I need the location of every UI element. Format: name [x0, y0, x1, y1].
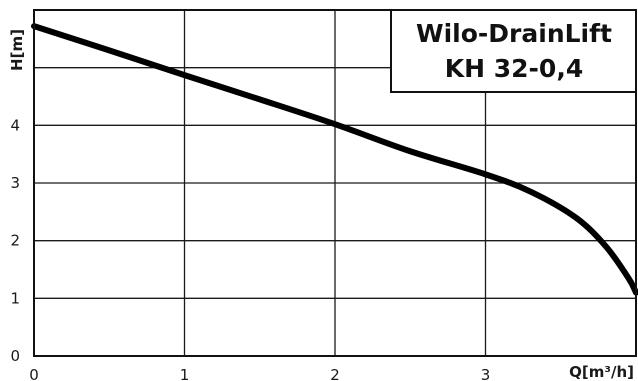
- y-tick-label: 0: [10, 347, 20, 365]
- y-tick-label: 2: [10, 232, 20, 250]
- y-tick-label: 1: [10, 289, 20, 307]
- x-axis-label: Q[m³/h]: [569, 363, 634, 381]
- y-tick-label: 4: [10, 116, 20, 134]
- x-tick-label: 2: [330, 366, 340, 381]
- y-axis-label: H[m]: [8, 29, 26, 71]
- chart-title-box: Wilo-DrainLift KH 32-0,4: [390, 9, 637, 93]
- x-tick-label: 1: [180, 366, 190, 381]
- series-line: [31, 23, 638, 296]
- tick-labels: 0 1 2 3 0 1 2 3 4: [10, 116, 490, 381]
- x-tick-label: 3: [481, 366, 491, 381]
- chart-title-line-1: Wilo-DrainLift: [416, 19, 612, 48]
- x-tick-label: 0: [29, 366, 39, 381]
- y-tick-label: 3: [10, 174, 20, 192]
- plot-frame: [33, 9, 637, 357]
- chart-title-line-2: KH 32-0,4: [445, 54, 583, 83]
